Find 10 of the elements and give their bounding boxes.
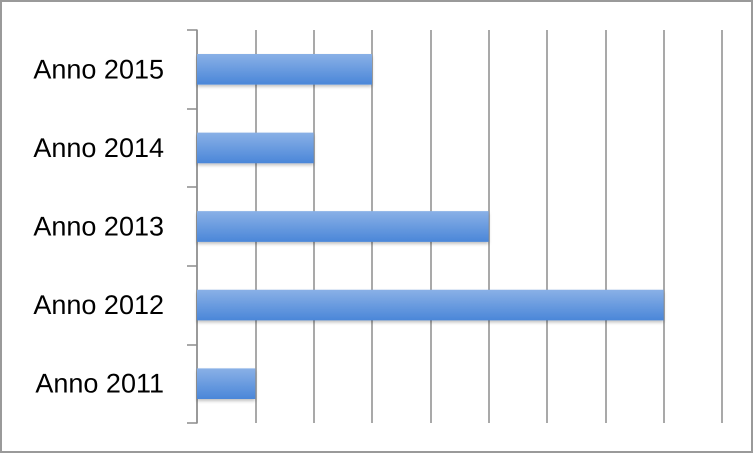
bar <box>197 368 256 400</box>
y-tick-label: Anno 2014 <box>33 132 164 163</box>
bar <box>197 290 664 320</box>
y-tick-label: Anno 2015 <box>33 54 164 84</box>
bar <box>197 54 372 85</box>
y-tick-label: Anno 2012 <box>33 290 164 320</box>
bar <box>197 132 314 164</box>
y-tick-label: Anno 2013 <box>33 212 164 242</box>
y-tick-label: Anno 2011 <box>35 368 164 399</box>
bar <box>197 211 489 242</box>
